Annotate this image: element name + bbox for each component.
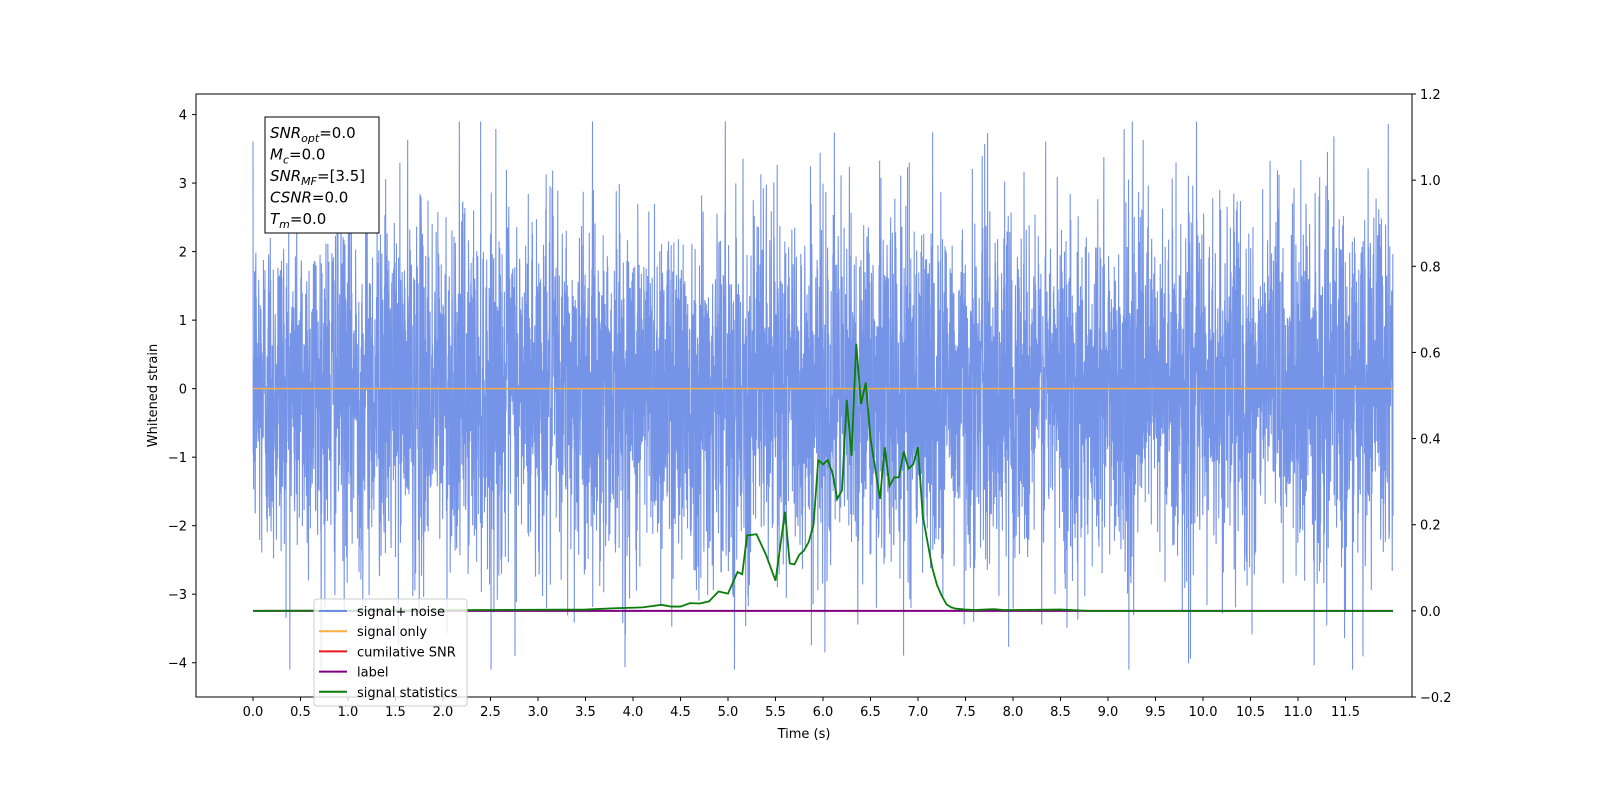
x-tick-label: 4.5	[670, 705, 691, 720]
x-tick-label: 1.0	[338, 705, 359, 720]
series-signal-statistics-line	[252, 343, 1393, 612]
x-tick-label: 8.0	[1003, 705, 1024, 720]
y-axis-left: 4 3 2 1 0 −1 −2 −3 −4	[168, 109, 196, 672]
x-tick-label: 9.5	[1145, 705, 1166, 720]
y-tick-label: 2	[179, 246, 187, 261]
x-tick-label: 5.5	[765, 705, 786, 720]
y2-tick-label: −0.2	[1420, 691, 1452, 706]
y2-tick-label: 0.0	[1420, 605, 1441, 620]
annotation-snr_opt: SNRopt=0.0	[270, 124, 356, 145]
y-tick-label: −3	[168, 588, 187, 603]
legend-frame	[313, 598, 468, 707]
x-tick-label: 1.5	[385, 705, 406, 720]
y-axis-right: 1.2 1.0 0.8 0.6 0.4 0.2 0.0 −0.2	[1412, 88, 1452, 706]
y-tick-label: 1	[179, 314, 187, 329]
legend-entry-label: signal+ noise	[357, 605, 445, 620]
x-tick-label: 7.5	[955, 705, 976, 720]
y-tick-label: 4	[179, 109, 187, 124]
annotation-mc: Mc=0.0	[270, 146, 325, 167]
y-axis-label: Whitened strain	[146, 344, 161, 447]
x-tick-label: 11.5	[1331, 705, 1360, 720]
legend-entry-label: signal statistics	[357, 686, 458, 701]
y-tick-label: −1	[168, 451, 187, 466]
x-tick-label: 10.0	[1189, 705, 1218, 720]
y-tick-label: 0	[179, 383, 187, 398]
annotation-csnr: CSNR=0.0	[270, 189, 348, 207]
x-tick-label: 7.0	[908, 705, 929, 720]
y-tick-label: −4	[168, 657, 187, 672]
x-tick-label: 8.5	[1050, 705, 1071, 720]
y-tick-label: −2	[168, 520, 187, 535]
x-tick-label: 0.0	[243, 705, 264, 720]
y2-tick-label: 0.6	[1420, 346, 1441, 361]
x-tick-label: 6.5	[860, 705, 881, 720]
x-tick-label: 10.5	[1236, 705, 1265, 720]
x-tick-label: 0.5	[290, 705, 311, 720]
x-tick-label: 3.0	[528, 705, 549, 720]
annotation-box-border	[264, 116, 380, 234]
x-tick-label: 11.0	[1284, 705, 1313, 720]
y2-tick-label: 0.4	[1420, 433, 1441, 448]
x-tick-label: 3.5	[575, 705, 596, 720]
y2-tick-label: 0.8	[1420, 260, 1441, 275]
y2-tick-label: 1.2	[1420, 88, 1441, 103]
y2-tick-label: 0.2	[1420, 519, 1441, 534]
x-tick-label: 2.0	[433, 705, 454, 720]
annotation-snr_mf: SNRMF=[3.5]	[270, 167, 365, 188]
axes-frame	[195, 93, 1413, 698]
y-tick-label: 3	[179, 177, 187, 192]
annotation-tm: Tm=0.0	[270, 210, 326, 231]
x-tick-label: 4.0	[623, 705, 644, 720]
x-tick-label: 5.0	[718, 705, 739, 720]
legend: signal+ noise signal only cumilative SNR la…	[313, 598, 468, 707]
x-axis-label: Time (s)	[777, 727, 831, 742]
x-tick-label: 9.0	[1098, 705, 1119, 720]
x-tick-label: 2.5	[480, 705, 501, 720]
legend-entry-label: label	[357, 666, 388, 681]
legend-entry-label: cumilative SNR	[357, 645, 456, 660]
x-tick-label: 6.0	[813, 705, 834, 720]
y2-tick-label: 1.0	[1420, 174, 1441, 189]
series-signal-noise-line	[252, 121, 1394, 670]
x-axis: 0.0 0.5 1.0 1.5 2.0 2.5 3.0 3.5 4.0 4.5 5.0 5.5 6.0 6…	[243, 697, 1360, 720]
legend-entry-label: signal only	[357, 625, 427, 640]
